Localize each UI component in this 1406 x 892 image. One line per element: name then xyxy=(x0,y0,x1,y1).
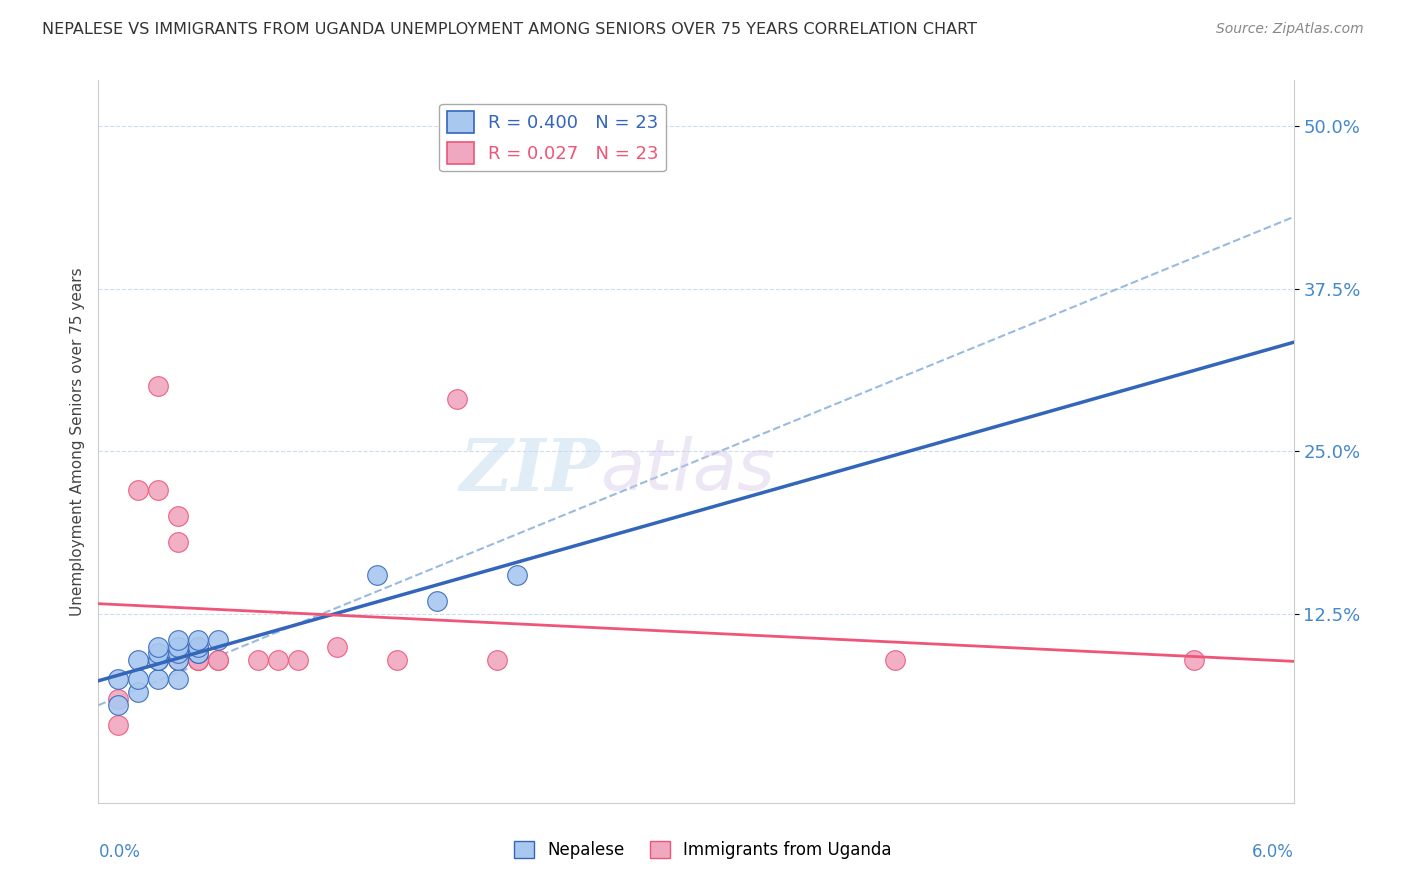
Point xyxy=(107,691,129,706)
Point xyxy=(207,652,229,666)
Point xyxy=(148,483,170,498)
Point xyxy=(366,568,388,582)
Point xyxy=(148,652,170,666)
Point xyxy=(167,652,190,666)
Point xyxy=(485,652,508,666)
Point xyxy=(187,652,209,666)
Point xyxy=(187,646,209,660)
Point xyxy=(385,652,409,666)
Point xyxy=(167,535,190,549)
Text: ZIP: ZIP xyxy=(460,435,600,506)
Point xyxy=(187,640,209,654)
Point xyxy=(267,652,290,666)
Point xyxy=(167,640,190,654)
Point xyxy=(148,379,170,393)
Point xyxy=(326,640,349,654)
Point xyxy=(187,646,209,660)
Point xyxy=(107,672,129,686)
Point xyxy=(127,483,149,498)
Point xyxy=(167,646,190,660)
Point xyxy=(167,652,190,666)
Point xyxy=(884,652,907,666)
Point xyxy=(148,640,170,654)
Point xyxy=(107,717,129,731)
Point xyxy=(246,652,269,666)
Point xyxy=(148,646,170,660)
Point xyxy=(107,698,129,713)
Point xyxy=(127,672,149,686)
Point xyxy=(187,652,209,666)
Text: Source: ZipAtlas.com: Source: ZipAtlas.com xyxy=(1216,22,1364,37)
Point xyxy=(426,594,449,608)
Point xyxy=(167,509,190,524)
Y-axis label: Unemployment Among Seniors over 75 years: Unemployment Among Seniors over 75 years xyxy=(69,268,84,615)
Point xyxy=(207,652,229,666)
Text: atlas: atlas xyxy=(600,436,775,505)
Point xyxy=(187,633,209,648)
Point xyxy=(187,640,209,654)
Point xyxy=(446,392,468,407)
Point xyxy=(506,568,529,582)
Point xyxy=(127,652,149,666)
Legend: Nepalese, Immigrants from Uganda: Nepalese, Immigrants from Uganda xyxy=(508,834,898,866)
Text: 0.0%: 0.0% xyxy=(98,843,141,861)
Point xyxy=(127,685,149,699)
Legend: R = 0.400   N = 23, R = 0.027   N = 23: R = 0.400 N = 23, R = 0.027 N = 23 xyxy=(439,103,666,171)
Point xyxy=(187,652,209,666)
Text: 6.0%: 6.0% xyxy=(1251,843,1294,861)
Point xyxy=(167,672,190,686)
Point xyxy=(167,633,190,648)
Text: NEPALESE VS IMMIGRANTS FROM UGANDA UNEMPLOYMENT AMONG SENIORS OVER 75 YEARS CORR: NEPALESE VS IMMIGRANTS FROM UGANDA UNEMP… xyxy=(42,22,977,37)
Point xyxy=(207,633,229,648)
Point xyxy=(287,652,309,666)
Point xyxy=(148,672,170,686)
Point xyxy=(148,652,170,666)
Point xyxy=(1182,652,1205,666)
